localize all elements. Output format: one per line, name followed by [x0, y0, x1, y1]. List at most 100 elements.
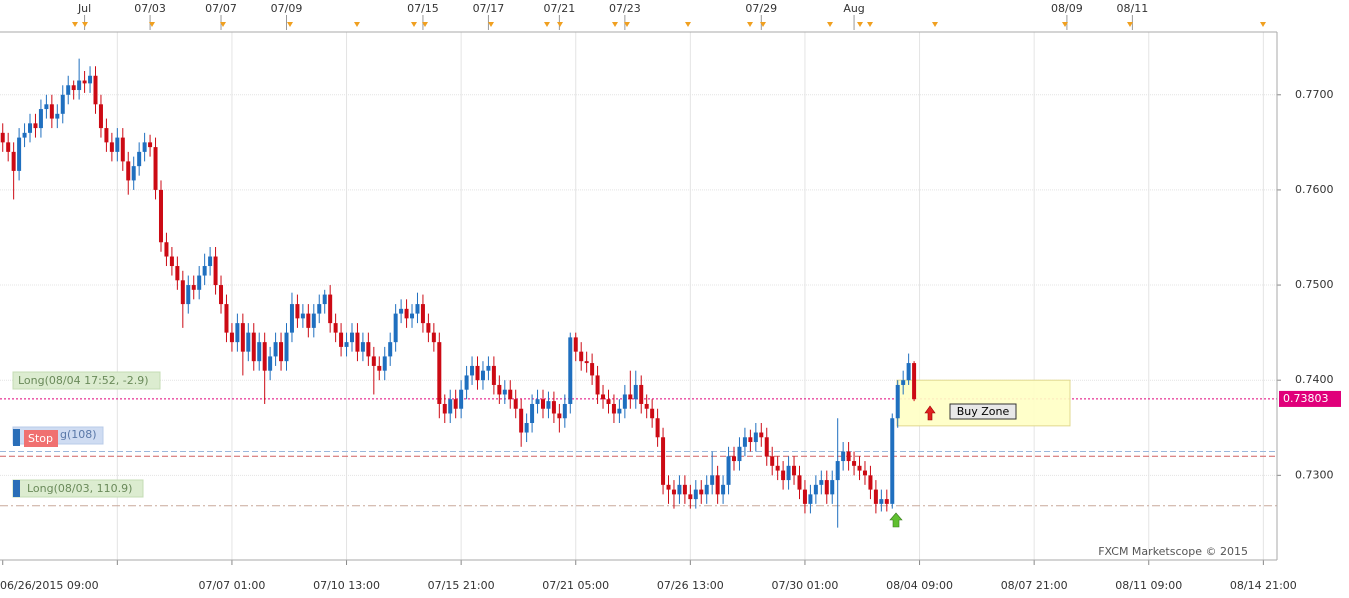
candle-body: [306, 313, 311, 328]
candle-body: [819, 480, 824, 485]
candle-body: [824, 480, 829, 495]
buy-zone-button[interactable]: [949, 403, 1017, 420]
candle-body: [426, 323, 431, 333]
candle-body: [344, 342, 349, 347]
y-tick-label: 0.7600: [1295, 183, 1334, 196]
candle-body: [551, 401, 556, 414]
candle-body: [262, 342, 267, 371]
candle-body: [671, 489, 676, 495]
x-tick-label: 07/15 21:00: [428, 579, 495, 592]
candle-body: [802, 489, 807, 504]
candle-body: [628, 394, 633, 400]
candle-body: [120, 137, 125, 162]
candle-body: [546, 401, 551, 409]
candle-body: [202, 266, 207, 276]
candle-body: [219, 285, 224, 305]
candle-body: [311, 313, 316, 328]
candle-body: [38, 109, 43, 129]
candle-body: [224, 304, 229, 333]
annotation-handle: [13, 429, 20, 446]
candle-body: [115, 137, 120, 152]
candle-body: [748, 437, 753, 443]
candle-body: [862, 470, 867, 476]
candle-body: [191, 285, 196, 290]
x-tick-label: 08/14 21:00: [1230, 579, 1297, 592]
candle-body: [770, 456, 775, 466]
candle-body: [399, 308, 404, 314]
candle-body: [169, 256, 174, 267]
candle-body: [273, 342, 278, 357]
candle-body: [366, 342, 371, 357]
candle-body: [497, 384, 502, 395]
candle-body: [98, 104, 103, 129]
candle-body: [175, 266, 180, 281]
candle-body: [895, 384, 900, 419]
candle-body: [60, 94, 65, 114]
candle-body: [104, 128, 109, 143]
candle-body: [677, 484, 682, 495]
candle-body: [6, 142, 11, 152]
candle-body: [890, 418, 895, 504]
candle-body: [148, 142, 153, 148]
candle-body: [502, 389, 507, 395]
candle-body: [208, 256, 213, 267]
annotation-label: Long(08/04 17:52, -2.9): [18, 374, 149, 387]
candle-body: [513, 399, 518, 409]
candle-body: [595, 375, 600, 395]
candle-body: [164, 242, 169, 257]
candle-body: [71, 85, 76, 91]
candle-body: [557, 413, 562, 419]
candles: [0, 58, 917, 528]
x-tick-label: 07/21 05:00: [542, 579, 609, 592]
watermark: FXCM Marketscope © 2015: [1098, 545, 1248, 558]
candle-body: [688, 494, 693, 500]
candle-body: [66, 85, 71, 95]
top-tick-label: 07/03: [134, 2, 166, 15]
candle-body: [508, 389, 513, 400]
candle-body: [126, 161, 131, 181]
candle-body: [33, 123, 38, 129]
candle-body: [240, 323, 245, 352]
candle-body: [852, 461, 857, 466]
candle-body: [813, 484, 818, 495]
candle-body: [786, 465, 791, 481]
candle-body: [573, 337, 578, 352]
stop-label: Stop: [28, 432, 53, 445]
candle-body: [339, 332, 344, 347]
candle-body: [153, 147, 158, 190]
candle-body: [197, 275, 202, 290]
candle-body: [524, 423, 529, 433]
candle-body: [300, 313, 305, 319]
candle-body: [540, 399, 545, 409]
candle-body: [901, 380, 906, 385]
candle-body: [726, 456, 731, 485]
top-tick-label: 07/17: [473, 2, 505, 15]
candle-body: [764, 437, 769, 457]
candle-body: [879, 499, 884, 504]
candle-body: [475, 365, 480, 381]
candle-body: [884, 499, 889, 504]
top-tick-label: 07/09: [271, 2, 303, 15]
annotation-box: [12, 371, 161, 390]
candle-body: [404, 308, 409, 319]
candle-body: [77, 80, 82, 91]
annotation-handle: [13, 480, 20, 497]
candle-body: [753, 432, 758, 443]
candle-body: [912, 363, 917, 400]
candle-body: [158, 189, 163, 243]
candle-body: [55, 113, 60, 119]
candle-body: [442, 403, 447, 414]
x-tick-label: 07/07 01:00: [198, 579, 265, 592]
candle-body: [715, 475, 720, 495]
candle-body: [704, 484, 709, 495]
candle-body: [246, 332, 251, 352]
candle-body: [109, 142, 114, 152]
buy-zone-label[interactable]: Buy Zone: [957, 405, 1010, 418]
top-tick-label: 08/09: [1051, 2, 1083, 15]
candle-body: [873, 489, 878, 504]
top-tick-label: 07/23: [609, 2, 641, 15]
level-label: 0.73803: [1283, 392, 1329, 405]
candle-body: [328, 294, 333, 324]
